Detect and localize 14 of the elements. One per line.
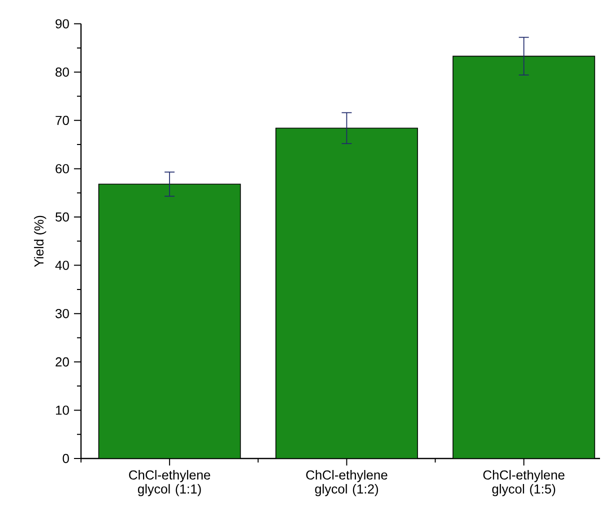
y-tick-label: 90 — [56, 19, 69, 28]
y-tick-label: 20 — [56, 357, 69, 366]
y-tick-label: 50 — [56, 212, 69, 222]
x-tick-label: ChCl-ethylene glycol (1:1) — [129, 470, 210, 496]
y-tick-label: 60 — [56, 164, 69, 174]
y-tick-label: 40 — [55, 260, 69, 270]
x-tick-label: ChCl-ethylene glycol (1:5) — [483, 470, 564, 496]
y-tick-label: 80 — [56, 68, 69, 77]
y-tick-label: 0 — [62, 454, 69, 464]
y-axis-title: Yield (%) — [34, 216, 46, 267]
y-tick-label: 30 — [56, 309, 69, 318]
x-tick-label: ChCl-ethylene glycol (1:2) — [306, 470, 388, 496]
y-tick-label: 10 — [56, 406, 69, 415]
y-tick-label: 70 — [56, 116, 69, 125]
